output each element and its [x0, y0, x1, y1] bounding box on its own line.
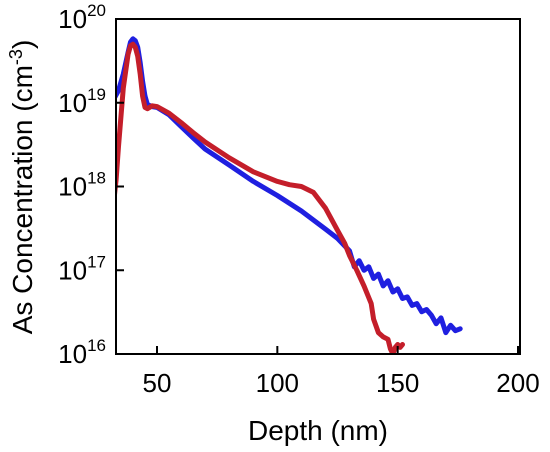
plot-frame: [115, 18, 521, 355]
y-axis-label-sup: -3: [6, 49, 26, 65]
curves-layer: [116, 36, 463, 354]
y-tick-label: 1020: [58, 1, 106, 34]
x-axis-ticks: 50 100 150 200: [143, 346, 540, 398]
series-line-2: [116, 41, 405, 354]
x-axis-label: Depth (nm): [248, 415, 388, 446]
x-tick-label: 200: [496, 368, 539, 398]
y-tick-label: 1016: [58, 336, 106, 369]
x-tick-label: 100: [256, 368, 299, 398]
y-tick-label: 1019: [58, 85, 106, 118]
y-tick-label: 1018: [58, 169, 106, 202]
y-tick-label: 1017: [58, 252, 106, 285]
y-axis-ticks: 1016 1017 1018 1019 1020: [58, 1, 124, 369]
y-axis-label-close: ): [7, 40, 38, 49]
x-tick-label: 150: [376, 368, 419, 398]
x-tick-label: 50: [143, 368, 172, 398]
y-axis-label: As Concentration (cm-3): [6, 40, 38, 335]
y-axis-label-main: As Concentration (cm: [7, 65, 38, 334]
